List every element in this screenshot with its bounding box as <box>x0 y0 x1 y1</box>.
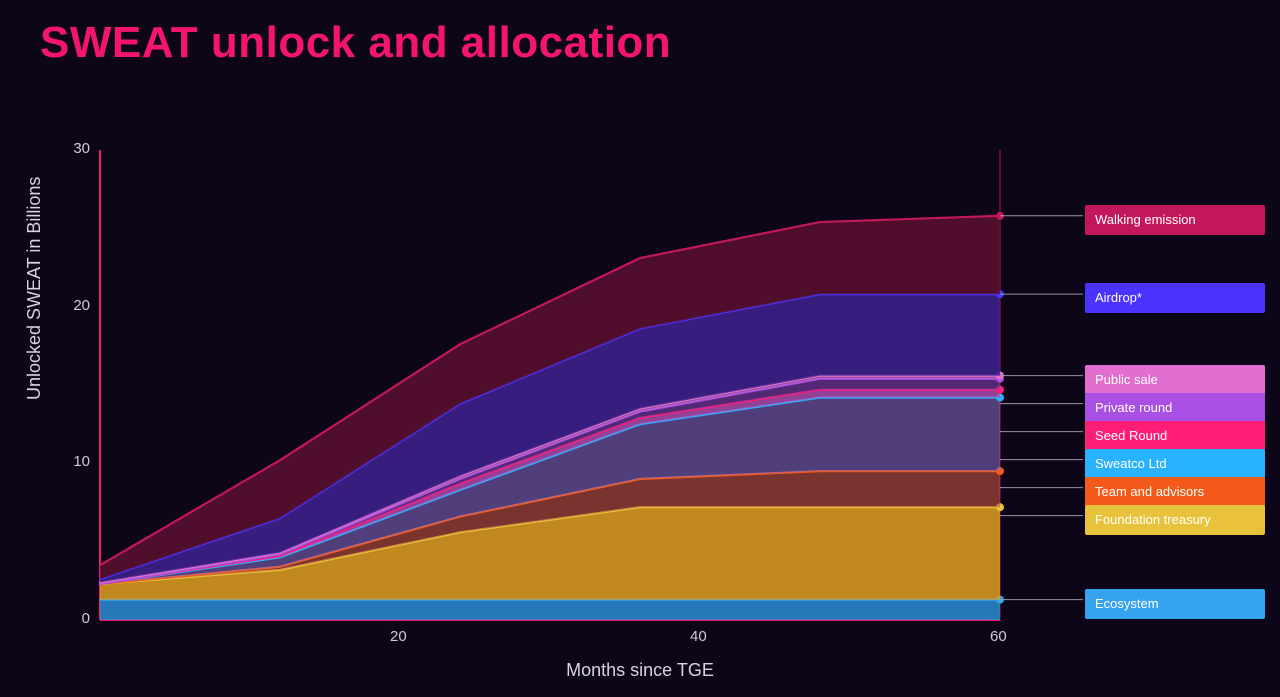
y-tick-label: 0 <box>82 610 90 627</box>
legend-item-airdrop-: Airdrop* <box>1085 283 1265 313</box>
y-tick-label: 20 <box>73 297 90 314</box>
legend-item-team-and-advisors: Team and advisors <box>1085 477 1265 507</box>
y-tick-label: 10 <box>73 453 90 470</box>
y-tick-label: 30 <box>73 140 90 157</box>
legend-item-seed-round: Seed Round <box>1085 421 1265 451</box>
x-tick-label: 20 <box>390 628 407 645</box>
x-tick-label: 60 <box>990 628 1007 645</box>
legend-item-foundation-treasury: Foundation treasury <box>1085 505 1265 535</box>
x-tick-label: 40 <box>690 628 707 645</box>
area-ecosystem <box>100 600 1000 620</box>
legend-item-public-sale: Public sale <box>1085 365 1265 395</box>
legend-item-sweatco-ltd: Sweatco Ltd <box>1085 449 1265 479</box>
legend-item-ecosystem: Ecosystem <box>1085 589 1265 619</box>
legend-item-walking-emission: Walking emission <box>1085 205 1265 235</box>
legend-item-private-round: Private round <box>1085 393 1265 423</box>
